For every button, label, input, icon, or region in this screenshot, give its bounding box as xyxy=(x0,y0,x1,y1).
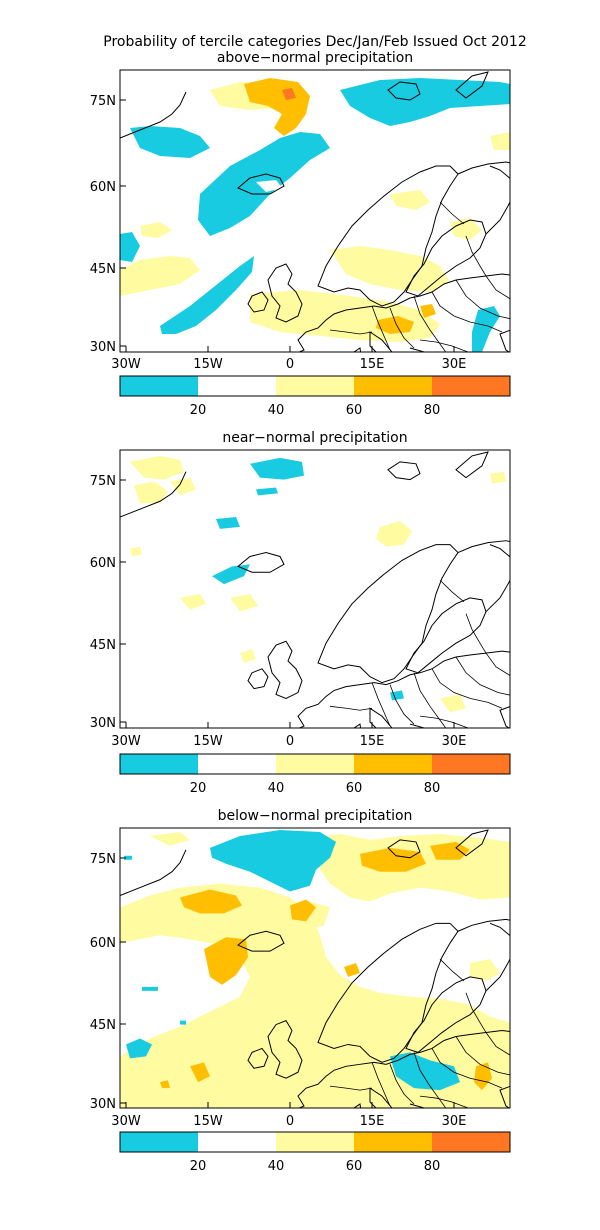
lat-label: 30N xyxy=(90,716,116,731)
map-area xyxy=(120,450,510,728)
lat-label: 75N xyxy=(90,852,116,867)
lon-label: 15E xyxy=(360,1114,385,1129)
colorbar: 20 40 60 80 xyxy=(119,1131,511,1174)
panel-near-normal: near−normal precipitation xyxy=(90,430,511,796)
map-frame xyxy=(119,827,511,1109)
lat-label: 45N xyxy=(90,1018,116,1033)
lon-label: 30E xyxy=(442,1114,467,1129)
lon-label: 0 xyxy=(286,357,294,372)
colorbar-bin xyxy=(432,754,510,774)
colorbar-bin xyxy=(432,1132,510,1152)
colorbar-tick-label: 20 xyxy=(190,403,207,418)
lat-label: 60N xyxy=(90,180,116,195)
lat-label: 75N xyxy=(90,474,116,489)
colorbar-bin xyxy=(276,376,354,396)
panel-below-normal: below−normal precipitation xyxy=(90,808,511,1174)
lat-label: 75N xyxy=(90,94,116,109)
colorbar-tick-label: 80 xyxy=(424,781,441,796)
colorbar-tick-label: 40 xyxy=(268,781,285,796)
lat-label: 45N xyxy=(90,638,116,653)
colorbar-tick-label: 80 xyxy=(424,1159,441,1174)
lon-axis: 30W 15W 0 15E 30E xyxy=(111,722,466,749)
colorbar-tick-label: 60 xyxy=(346,781,363,796)
lon-label: 15E xyxy=(360,357,385,372)
lon-label: 0 xyxy=(286,1114,294,1129)
colorbar-bin xyxy=(276,754,354,774)
colorbar: 20 40 60 80 xyxy=(119,753,511,796)
map-area xyxy=(120,70,510,352)
lat-axis: 75N 60N 45N 30N xyxy=(90,94,126,355)
colorbar-bin xyxy=(198,1132,276,1152)
probability-fill xyxy=(120,78,510,352)
colorbar-tick-label: 80 xyxy=(424,403,441,418)
colorbar-tick-label: 20 xyxy=(190,781,207,796)
colorbar-tick-label: 40 xyxy=(268,403,285,418)
panel-above-normal: above−normal precipitation xyxy=(90,50,511,418)
panel-subtitle: above−normal precipitation xyxy=(217,50,413,66)
lon-label: 30E xyxy=(442,734,467,749)
lon-label: 15W xyxy=(193,357,223,372)
colorbar-bin xyxy=(120,754,198,774)
colorbar-bin xyxy=(354,376,432,396)
lat-axis: 75N 60N 45N 30N xyxy=(90,474,126,731)
colorbar-bin xyxy=(120,376,198,396)
colorbar-bin xyxy=(276,1132,354,1152)
colorbar-tick-label: 60 xyxy=(346,403,363,418)
panel-subtitle: near−normal precipitation xyxy=(222,430,407,446)
figure-title: Probability of tercile categories Dec/Ja… xyxy=(103,34,527,50)
lat-label: 60N xyxy=(90,556,116,571)
lat-label: 30N xyxy=(90,1097,116,1112)
probability-fill xyxy=(130,455,506,713)
lat-label: 30N xyxy=(90,340,116,355)
lon-axis: 30W 15W 0 15E 30E xyxy=(111,1102,466,1129)
colorbar-bin xyxy=(198,376,276,396)
colorbar-bin xyxy=(354,754,432,774)
map-area xyxy=(120,828,510,1108)
colorbar-bin xyxy=(354,1132,432,1152)
colorbar: 20 40 60 80 xyxy=(119,375,511,418)
probability-fill xyxy=(120,829,510,1108)
panel-subtitle: below−normal precipitation xyxy=(218,808,413,824)
lat-axis: 75N 60N 45N 30N xyxy=(90,852,126,1112)
lon-label: 30W xyxy=(111,734,141,749)
map-frame xyxy=(119,69,511,353)
colorbar-tick-label: 20 xyxy=(190,1159,207,1174)
lat-label: 45N xyxy=(90,262,116,277)
lon-label: 30W xyxy=(111,1114,141,1129)
lon-label: 30E xyxy=(442,357,467,372)
lat-label: 60N xyxy=(90,936,116,951)
colorbar-tick-label: 40 xyxy=(268,1159,285,1174)
colorbar-bin xyxy=(120,1132,198,1152)
colorbar-bin xyxy=(432,376,510,396)
lon-label: 15W xyxy=(193,1114,223,1129)
map-frame xyxy=(119,449,511,729)
colorbar-bin xyxy=(198,754,276,774)
lon-axis: 30W 15W 0 15E 30E xyxy=(111,346,466,372)
lon-label: 0 xyxy=(286,734,294,749)
colorbar-tick-label: 60 xyxy=(346,1159,363,1174)
lon-label: 15E xyxy=(360,734,385,749)
lon-label: 30W xyxy=(111,357,141,372)
lon-label: 15W xyxy=(193,734,223,749)
